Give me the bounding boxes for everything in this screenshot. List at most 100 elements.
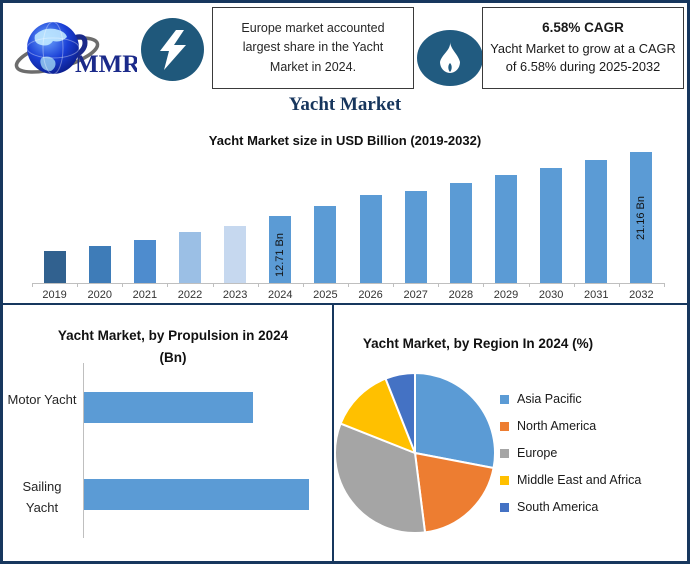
- legend-swatch-north-america: [500, 421, 509, 431]
- propulsion-chart-title: Yacht Market, by Propulsion in 2024 (Bn): [23, 325, 323, 368]
- x-axis-label-2027: 2027: [403, 289, 428, 301]
- x-axis-label-2031: 2031: [584, 289, 609, 301]
- bar-column-2032: 21.16 Bn: [619, 150, 664, 283]
- legend-label-middle-east-and-africa: Middle East and Africa: [517, 473, 642, 487]
- axis-tick: [664, 283, 665, 287]
- bar-2030: [540, 168, 563, 283]
- axis-tick: [573, 283, 575, 287]
- bar-column-2031: [574, 150, 619, 283]
- legend-label-asia-pacific: Asia Pacific: [517, 392, 582, 406]
- x-axis-label-2020: 2020: [87, 289, 112, 301]
- x-axis-label-2024: 2024: [268, 289, 293, 301]
- bar-2029: [494, 175, 517, 283]
- pie-slice-north-america: [413, 451, 495, 534]
- bar-2025: [314, 206, 337, 283]
- axis-tick: [393, 283, 395, 287]
- mmr-logo: MMR: [13, 15, 141, 83]
- x-axis-label-2029: 2029: [493, 289, 519, 301]
- axis-tick: [122, 283, 124, 287]
- europe-highlight-text: Europe market accounted largest share in…: [241, 20, 385, 74]
- europe-highlight-box: Europe market accounted largest share in…: [212, 7, 414, 89]
- cagr-value: 6.58% CAGR: [542, 20, 624, 36]
- bar-column-2030: [529, 150, 574, 283]
- bar-value-label-2032: 21.16 Bn: [635, 195, 648, 240]
- x-axis-label-2032: 2032: [629, 289, 654, 301]
- bar-2026: [359, 195, 382, 283]
- legend-label-europe: Europe: [517, 446, 558, 460]
- vertical-divider: [332, 303, 334, 561]
- bar-column-2020: [77, 150, 122, 283]
- propulsion-label-motor-yacht: Motor Yacht: [7, 392, 77, 407]
- propulsion-label-sailing-yacht: Sailing Yacht: [22, 479, 62, 515]
- bar-column-2021: [122, 150, 167, 283]
- cagr-note: Yacht Market to grow at a CAGR of 6.58% …: [490, 41, 676, 74]
- axis-tick: [618, 283, 620, 287]
- x-axis-label-2025: 2025: [313, 289, 338, 301]
- x-axis-label-2023: 2023: [222, 289, 248, 301]
- bar-2020: [88, 246, 111, 283]
- bar-2022: [178, 232, 201, 283]
- cagr-box: 6.58% CAGR Yacht Market to grow at a CAG…: [482, 7, 684, 89]
- legend-item-south-america: South America: [500, 498, 641, 516]
- legend-label-north-america: North America: [517, 419, 597, 433]
- x-axis-ticks: [32, 283, 665, 287]
- pie-slice-asia-pacific: [414, 371, 496, 470]
- bar-column-2019: [32, 150, 77, 283]
- axis-tick: [483, 283, 485, 287]
- x-axis-label-2021: 2021: [132, 289, 158, 301]
- propulsion-title-line1: Yacht Market, by Propulsion in 2024: [57, 328, 289, 343]
- bar-column-2028: [438, 150, 483, 283]
- bar-column-2025: [303, 150, 348, 283]
- x-axis-label-2022: 2022: [177, 289, 203, 301]
- pie-slice-middle-east-and-africa: [339, 377, 417, 455]
- x-axis-label-2028: 2028: [448, 289, 474, 301]
- bar-column-2023: [213, 150, 258, 283]
- bar-column-2022: [167, 150, 212, 283]
- bar-chart-title: Yacht Market size in USD Billion (2019-2…: [208, 133, 482, 148]
- propulsion-title-line2: (Bn): [159, 349, 187, 365]
- lightning-icon: [141, 18, 204, 81]
- annual-size-bar-chart: 12.71 Bn 21.16 Bn: [32, 150, 664, 284]
- axis-tick: [167, 283, 169, 287]
- legend-swatch-europe: [500, 448, 509, 458]
- legend-swatch-middle-east-and-africa: [500, 475, 509, 485]
- legend-swatch-asia-pacific: [500, 394, 509, 404]
- bar-2032: 21.16 Bn: [630, 152, 653, 283]
- axis-tick: [438, 283, 440, 287]
- propulsion-bar-sailing-yacht: [84, 479, 309, 510]
- legend-label-south-america: South America: [517, 500, 599, 514]
- bar-2024: 12.71 Bn: [269, 216, 292, 283]
- flame-icon: [417, 30, 483, 86]
- bar-2031: [585, 160, 608, 283]
- legend-swatch-south-america: [500, 502, 509, 512]
- horizontal-divider: [3, 303, 687, 305]
- bar-column-2026: [348, 150, 393, 283]
- propulsion-y-axis: [83, 363, 84, 538]
- bar-2023: [224, 226, 247, 283]
- legend-item-north-america: North America: [500, 417, 641, 435]
- bar-column-2027: [393, 150, 438, 283]
- x-axis-label-2030: 2030: [538, 289, 564, 301]
- axis-tick: [257, 283, 259, 287]
- legend-item-asia-pacific: Asia Pacific: [500, 390, 641, 408]
- logo-text: MMR: [75, 51, 137, 78]
- bar-2019: [43, 251, 66, 283]
- axis-tick: [528, 283, 530, 287]
- pie-slice-europe: [334, 422, 427, 534]
- legend-item-europe: Europe: [500, 444, 641, 462]
- bar-2027: [404, 191, 427, 283]
- page-title: Yacht Market: [288, 94, 402, 115]
- bar-2021: [133, 240, 156, 283]
- bar-value-label-2024: 12.71 Bn: [274, 232, 287, 277]
- axis-tick: [77, 283, 79, 287]
- axis-tick: [302, 283, 304, 287]
- bar-column-2029: [483, 150, 528, 283]
- bar-column-2024: 12.71 Bn: [258, 150, 303, 283]
- legend-item-middle-east-and-africa: Middle East and Africa: [500, 471, 641, 489]
- pie-legend: Asia Pacific North America Europe Middle Ea…: [500, 390, 641, 525]
- region-pie-title: Yacht Market, by Region In 2024 (%): [362, 336, 594, 351]
- bar-2028: [449, 183, 472, 283]
- axis-tick: [32, 283, 33, 287]
- x-axis-label-2019: 2019: [42, 289, 67, 301]
